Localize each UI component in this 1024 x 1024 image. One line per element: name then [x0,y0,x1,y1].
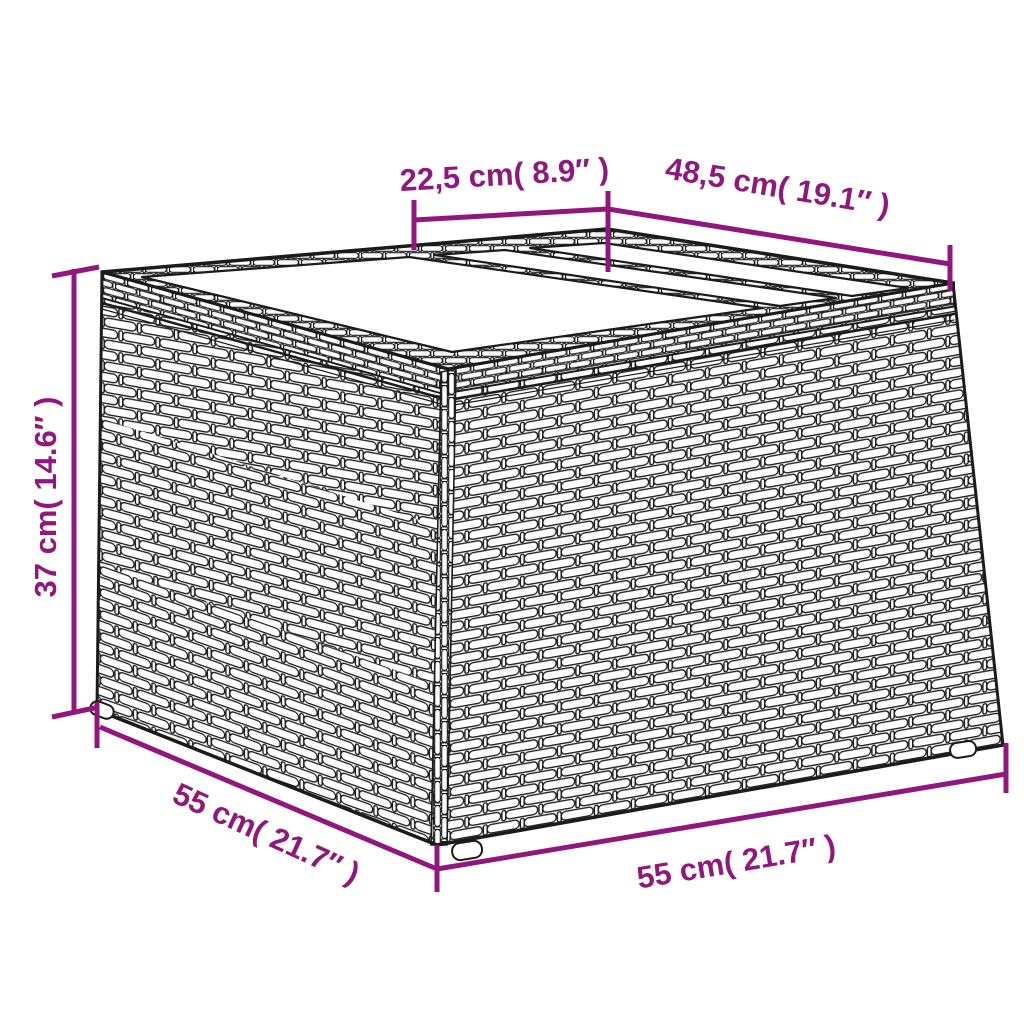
table-lid-seam [100,301,956,407]
table-foot-right [949,740,978,759]
glass-panel-middle [433,248,838,308]
dimension-label-top-panel-depth: 48,5 cm( 19.1″ ) [663,150,892,222]
dimension-label-width: 55 cm( 21.7″ ) [634,828,838,896]
dimension-label-height: 37 cm( 14.6″ ) [28,397,63,598]
glass-panel-right [528,241,910,298]
table-right-face [440,283,1003,845]
glass-panel-left [140,255,764,354]
wicker-table-illustration [89,227,1005,862]
dimension-label-top-panel-width: 22,5 cm( 8.9″ ) [399,151,610,198]
table-foot-front [451,839,484,862]
dimension-height: 37 cm( 14.6″ ) [28,264,100,720]
